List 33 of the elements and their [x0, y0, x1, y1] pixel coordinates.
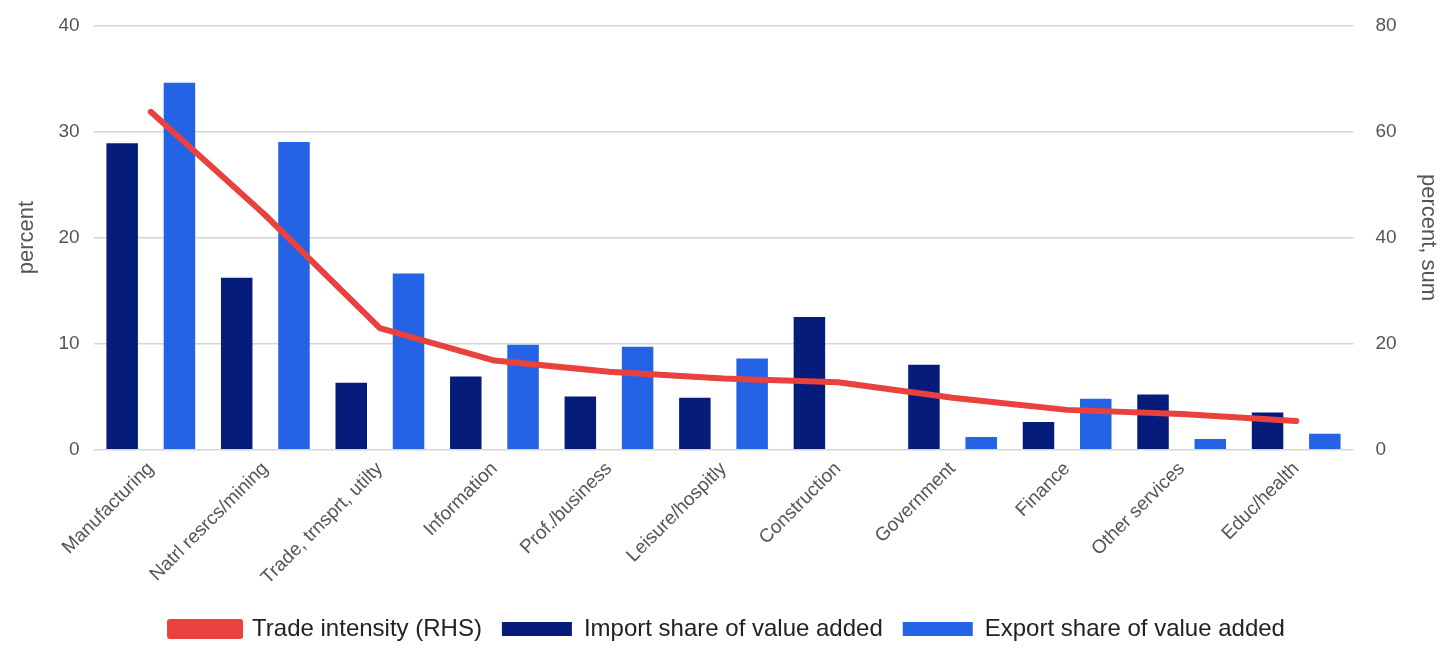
bar	[106, 143, 138, 449]
bar	[450, 376, 482, 449]
bar	[793, 317, 826, 449]
bar	[965, 436, 997, 449]
y2-tick-label: 60	[1375, 119, 1397, 141]
y-tick-label: 10	[58, 331, 80, 353]
bar	[908, 364, 940, 449]
bar	[736, 358, 768, 449]
bar	[1022, 422, 1055, 449]
y-tick-label: 0	[68, 437, 80, 459]
y-tick-label: 20	[58, 225, 80, 247]
y-tick-label: 30	[58, 119, 80, 141]
legend-label: Import share of value added	[583, 613, 883, 641]
legend-label: Export share of value added	[984, 613, 1285, 641]
y2-tick-label: 0	[1375, 437, 1387, 459]
bar	[564, 396, 597, 449]
bar	[163, 82, 196, 449]
bar	[679, 397, 711, 449]
y2-axis-title: percent, sum	[1416, 173, 1442, 302]
bar	[392, 273, 425, 449]
bar	[621, 346, 654, 449]
y2-tick-label: 40	[1375, 225, 1397, 247]
bar	[278, 142, 310, 449]
bar	[507, 344, 539, 449]
y2-tick-label: 80	[1375, 13, 1397, 35]
bar	[1194, 439, 1227, 449]
bar	[335, 382, 367, 449]
y-tick-label: 40	[58, 13, 80, 35]
bar	[220, 277, 253, 449]
y-axis-title: percent	[13, 200, 39, 275]
bar	[1309, 433, 1341, 449]
y2-tick-label: 20	[1375, 331, 1397, 353]
legend-label: Trade intensity (RHS)	[252, 613, 482, 641]
